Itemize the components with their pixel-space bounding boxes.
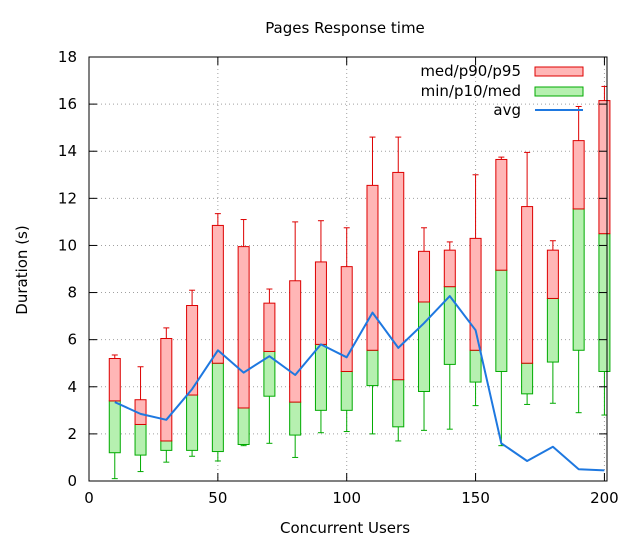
- box-low: [546, 297, 559, 363]
- legend-label: med/p90/p95: [420, 62, 521, 80]
- box-high: [469, 237, 482, 351]
- box-low: [418, 301, 431, 392]
- box-high: [186, 305, 199, 396]
- y-tick-label: 8: [67, 284, 77, 302]
- x-axis-label: Concurrent Users: [280, 519, 410, 537]
- y-tick-label: 16: [58, 95, 77, 113]
- y-tick-label: 12: [58, 189, 77, 207]
- box-low: [495, 269, 508, 372]
- chart-title: Pages Response time: [265, 19, 425, 37]
- y-tick-label: 2: [67, 425, 77, 443]
- legend-swatch: [534, 66, 584, 77]
- box-low: [469, 349, 482, 383]
- box-high: [366, 184, 379, 351]
- box-high: [392, 171, 405, 381]
- legend-label: avg: [493, 101, 521, 119]
- box-high: [237, 246, 250, 409]
- axes-layer: 0 2 4 6 8 10 12 14 16 18 0 50 100 150 200: [58, 48, 619, 507]
- x-tick-label: 0: [84, 489, 94, 507]
- x-tick-label: 100: [332, 489, 361, 507]
- box-low: [314, 343, 327, 411]
- x-tick-label: 200: [590, 489, 619, 507]
- box-low: [186, 394, 199, 451]
- box-high: [289, 280, 302, 403]
- y-tick-label: 0: [67, 472, 77, 490]
- box-low: [598, 233, 611, 372]
- y-axis-label: Duration (s): [13, 225, 31, 314]
- x-tick-label: 150: [461, 489, 490, 507]
- x-tick-label: 50: [208, 489, 227, 507]
- box-low: [443, 286, 456, 365]
- box-low: [108, 400, 121, 454]
- box-low: [366, 349, 379, 387]
- y-tick-label: 10: [58, 236, 77, 254]
- box-low: [237, 407, 250, 445]
- box-low: [572, 208, 585, 351]
- y-tick-label: 4: [67, 378, 77, 396]
- box-high: [546, 249, 559, 299]
- box-high: [160, 337, 173, 442]
- box-low: [289, 401, 302, 436]
- legend-label: min/p10/med: [421, 82, 521, 100]
- y-tick-label: 6: [67, 331, 77, 349]
- box-high: [598, 100, 611, 235]
- avg-line: [114, 295, 605, 472]
- legend-swatch: [534, 86, 584, 97]
- box-high: [443, 249, 456, 288]
- box-high: [340, 266, 353, 372]
- box-low: [211, 362, 224, 453]
- series-layer: [108, 85, 611, 480]
- box-high: [572, 140, 585, 210]
- box-low: [392, 379, 405, 428]
- box-low: [521, 362, 534, 395]
- box-low: [160, 440, 173, 451]
- box-low: [134, 423, 147, 456]
- box-high: [314, 261, 327, 345]
- y-tick-label: 14: [58, 142, 77, 160]
- box-high: [418, 250, 431, 303]
- box-high: [108, 358, 121, 402]
- box-high: [495, 158, 508, 271]
- box-low: [340, 370, 353, 411]
- box-high: [211, 224, 224, 364]
- box-high: [263, 302, 276, 352]
- plot-frame: [88, 56, 608, 482]
- box-high: [521, 206, 534, 364]
- y-tick-label: 18: [58, 48, 77, 66]
